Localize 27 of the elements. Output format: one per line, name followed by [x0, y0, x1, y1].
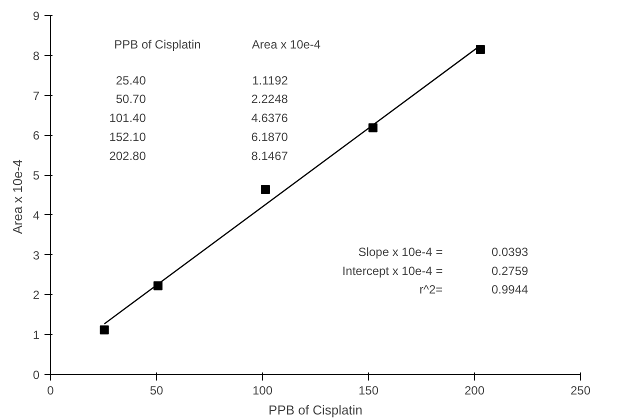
y-tick-label: 7 [32, 88, 40, 103]
annotation: 0.0393 0.2759 0.9944 [491, 244, 528, 297]
x-tick-label: 50 [150, 384, 164, 398]
x-tick-label: 250 [570, 384, 591, 398]
y-tick-label: 8 [32, 48, 40, 63]
y-tick-label: 6 [32, 128, 40, 143]
point [260, 185, 270, 194]
x-tick-label: 200 [464, 384, 485, 398]
x-axis-title: PPB of Cisplatin [268, 402, 362, 418]
annotation: Area x 10e-4 [252, 37, 321, 52]
y-tick-label: 3 [32, 248, 40, 262]
y-tick-label: 0 [32, 368, 40, 382]
annotation: Slope x 10e-4 = Intercept x 10e-4 = r^2= [342, 244, 443, 297]
point [100, 325, 109, 334]
point [476, 45, 485, 54]
annotation: PPB of Cisplatin [114, 37, 201, 52]
annotation: 1.1192 2.2248 4.6376 6.1870 8.1467 [251, 73, 288, 163]
x-tick-label: 150 [358, 384, 379, 398]
y-tick-label: 1 [32, 328, 40, 342]
x-tick-label: 100 [252, 384, 273, 398]
annotation: 25.40 50.70 101.40 152.10 202.80 [109, 73, 146, 163]
x-tick-label: 0 [47, 384, 54, 398]
y-tick-label: 4 [32, 208, 40, 222]
y-tick-label: 9 [32, 9, 40, 23]
y-tick-label: 2 [32, 288, 40, 302]
y-tick-label: 5 [32, 168, 40, 183]
y-axis-title: Area x 10e-4 [10, 160, 25, 234]
